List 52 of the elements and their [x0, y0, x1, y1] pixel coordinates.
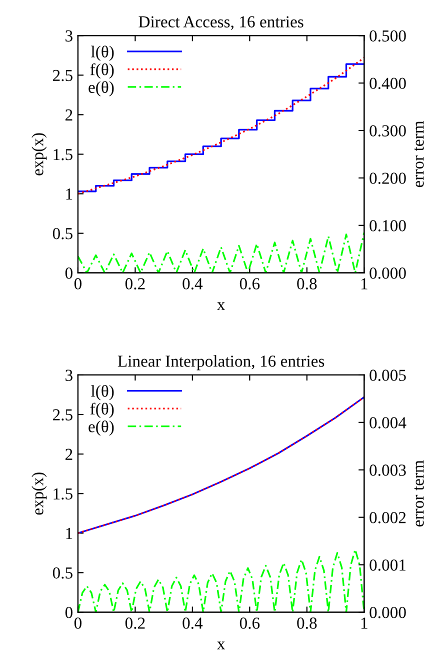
- y2-tick-label: 0.004: [370, 417, 406, 428]
- y2-tick-label: 0.000: [370, 606, 406, 618]
- y-tick-label: 0: [65, 606, 72, 618]
- y2-tick-label: 0.003: [370, 464, 406, 476]
- y2-tick-label: 0.000: [370, 268, 406, 279]
- x-tick-label: 1: [361, 618, 368, 629]
- y-tick-label: 1: [66, 528, 72, 539]
- y2-tick-label: 0.100: [370, 220, 406, 232]
- y-tick-label: 2.5: [53, 409, 72, 421]
- x-tick-label: 0.6: [240, 278, 260, 290]
- y-axis-title: exp(x): [32, 472, 47, 515]
- y2-axis-title: error term: [414, 120, 424, 188]
- y2-tick-label: 0.400: [370, 78, 406, 90]
- y-tick-label: 3: [66, 30, 72, 42]
- y2-tick-label: 0.200: [370, 172, 406, 184]
- y2-axis-title: error term: [414, 460, 424, 526]
- y2-tick-label: 0.300: [370, 125, 406, 137]
- x-tick-label: 0.8: [297, 278, 317, 290]
- y-tick-label: 2: [66, 109, 72, 120]
- x-tick-label: 0.2: [125, 278, 145, 290]
- y-tick-label: 1: [66, 188, 72, 200]
- x-axis-title: x: [217, 642, 226, 650]
- y-tick-label: 2: [66, 448, 72, 460]
- x-tick-label: 0.8: [297, 618, 317, 629]
- x-tick-label: 0: [74, 278, 82, 290]
- y2-tick-label: 0.500: [370, 30, 406, 42]
- y2-tick-label: 0.005: [370, 370, 406, 381]
- chart-title: Direct Access, 16 entries: [138, 16, 304, 30]
- y-tick-label: 0: [65, 268, 72, 279]
- legend-label: e(θ): [88, 81, 114, 96]
- x-tick-label: 0.4: [182, 618, 203, 629]
- y-tick-label: 2.5: [53, 70, 72, 82]
- y2-tick-label: 0.001: [370, 559, 406, 571]
- y-tick-label: 1.5: [54, 149, 72, 160]
- y-axis-title: exp(x): [32, 133, 47, 176]
- x-tick-label: 1: [361, 278, 368, 290]
- legend-label: l(θ): [91, 384, 114, 400]
- chart-title: Linear Interpolation, 16 entries: [118, 355, 324, 370]
- y-tick-label: 1.5: [54, 488, 72, 500]
- x-tick-label: 0.6: [240, 618, 260, 629]
- x-tick-label: 0.4: [182, 278, 203, 290]
- legend-label: e(θ): [88, 420, 114, 436]
- x-tick-label: 0.2: [125, 618, 145, 629]
- y2-tick-label: 0.002: [370, 512, 406, 524]
- legend-label: l(θ): [91, 46, 114, 61]
- legend-label: f(θ): [90, 402, 114, 418]
- x-axis-title: x: [217, 302, 226, 310]
- y-tick-label: 3: [66, 370, 72, 381]
- x-tick-label: 0: [74, 618, 82, 629]
- y-tick-label: 0.5: [52, 567, 72, 579]
- y-tick-label: 0.5: [52, 228, 72, 240]
- legend-label: f(θ): [90, 63, 114, 79]
